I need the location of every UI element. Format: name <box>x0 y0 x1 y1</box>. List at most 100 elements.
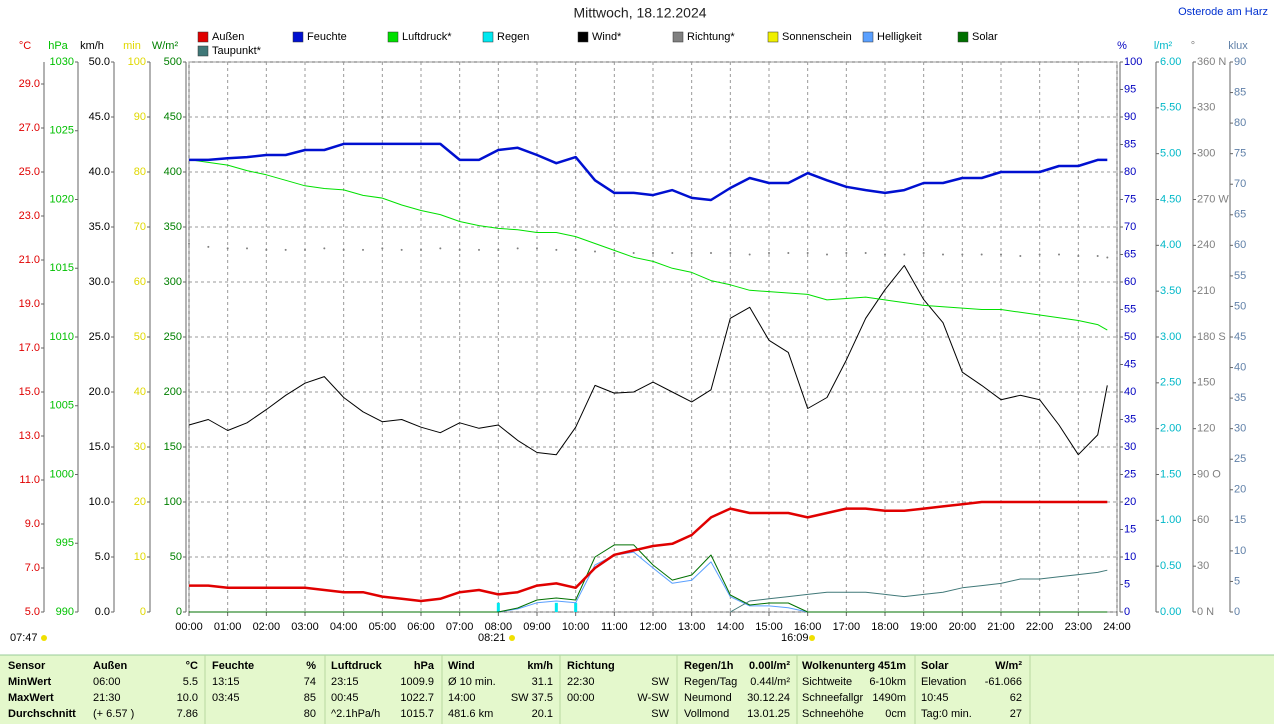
stats-cell: 74 <box>304 676 316 688</box>
axis-tick-label: 50 <box>170 551 182 563</box>
stats-cell: °C <box>186 660 198 672</box>
axis-tick-label: 10 <box>1124 551 1136 563</box>
series-dot <box>1038 253 1041 256</box>
axis-tick-label: 10 <box>134 551 146 563</box>
axis-tick-label: 210 <box>1197 285 1215 297</box>
axis-tick-label: 25 <box>1234 453 1246 465</box>
series-dot <box>1058 253 1060 256</box>
series-line <box>189 500 1108 603</box>
x-tick-label: 22:00 <box>1026 621 1054 633</box>
series-dot <box>690 251 693 254</box>
series-dot <box>265 248 268 251</box>
axis-tick-label: 3.00 <box>1160 331 1181 343</box>
stats-cell: 30.12.24 <box>747 692 790 704</box>
stats-cell: 62 <box>1010 692 1022 704</box>
stats-cell: 06:00 <box>93 676 121 688</box>
stats-cell: 10.0 <box>177 692 198 704</box>
axis-tick-label: 20 <box>134 496 146 508</box>
x-tick-label: 08:00 <box>485 621 513 633</box>
stats-cell: 20.1 <box>532 708 553 720</box>
axis-tick-label: 35 <box>1234 392 1246 404</box>
axis-tick-label: 1030 <box>50 56 74 68</box>
series-dot <box>516 247 519 250</box>
axis-tick-label: 70 <box>1234 178 1246 190</box>
axis-tick-label: 5 <box>1124 578 1130 590</box>
stats-cell: (+ 6.57 ) <box>93 708 134 720</box>
axis-tick-label: 0.50 <box>1160 560 1181 572</box>
axis-tick-label: 75 <box>1124 193 1136 205</box>
axis-tick-label: 1025 <box>50 125 74 137</box>
axis-tick-label: 10 <box>1234 545 1246 557</box>
stats-cell: Richtung <box>567 660 615 672</box>
location: Osterode am Harz <box>1178 6 1268 18</box>
series-dot <box>304 248 306 251</box>
axis-tick-label: 1000 <box>50 468 74 480</box>
axis-tick-label: 80 <box>1124 166 1136 178</box>
legend-label: Taupunkt* <box>212 45 262 57</box>
axis-tick-label: 90 <box>1124 111 1136 123</box>
axis-tick-label: 25 <box>1124 468 1136 480</box>
sun-marker <box>41 635 47 641</box>
axis-tick-label: 85 <box>1234 86 1246 98</box>
axis-tick-label: 70 <box>1124 221 1136 233</box>
axis-tick-label: 15 <box>1124 523 1136 535</box>
legend-label: Helligkeit <box>877 31 922 43</box>
legend-swatch <box>577 31 589 43</box>
series-dot <box>613 251 616 254</box>
axis-tick-label: 17.0 <box>19 342 40 354</box>
stats-cell: 5.5 <box>183 676 198 688</box>
axis-tick-label: 250 <box>164 331 182 343</box>
axis-tick-label: 1.00 <box>1160 514 1181 526</box>
axis-tick-label: 21.0 <box>19 254 40 266</box>
series-dot <box>226 247 229 250</box>
axis-tick-label: 15.0 <box>89 441 110 453</box>
series-dot <box>942 253 944 256</box>
axis-tick-label: 90 O <box>1197 468 1221 480</box>
series-dot <box>729 251 732 254</box>
axis-tick-label: 2.00 <box>1160 423 1181 435</box>
stats-cell: 13.01.25 <box>747 708 790 720</box>
axis-tick-label: 15.0 <box>19 386 40 398</box>
x-tick-label: 10:00 <box>562 621 590 633</box>
stats-cell: Regen/1h <box>684 660 734 672</box>
stats-cell: 00:00 <box>567 692 595 704</box>
axis-tick-label: 30 <box>1124 441 1136 453</box>
stats-cell: Luftdruck <box>331 660 383 672</box>
series-dot <box>246 247 248 250</box>
axis-tick-label: 40 <box>1234 361 1246 373</box>
axis-tick-label: 35.0 <box>89 221 110 233</box>
stats-cell: SW 37.5 <box>511 692 553 704</box>
stats-cell: 80 <box>304 708 316 720</box>
series-dot <box>1096 255 1099 258</box>
axis-tick-label: 50 <box>1124 331 1136 343</box>
stats-cell: 0.44l/m² <box>750 676 790 688</box>
series-bar <box>554 602 558 612</box>
stats-cell: 1490m <box>872 692 906 704</box>
legend-label: Wind* <box>592 31 622 43</box>
axis-tick-label: 6.00 <box>1160 56 1181 68</box>
axis-tick-label: 5.0 <box>95 551 110 563</box>
stats-cell: 10:45 <box>921 692 949 704</box>
x-tick-label: 05:00 <box>369 621 397 633</box>
x-tick-label: 18:00 <box>871 621 899 633</box>
stats-cell: MaxWert <box>8 692 54 704</box>
axis-tick-label: 25.0 <box>19 166 40 178</box>
axis-tick-label: 20 <box>1124 496 1136 508</box>
series-dot <box>439 247 442 250</box>
stats-cell: 0cm <box>885 708 906 720</box>
legend-label: Außen <box>212 31 244 43</box>
axis-tick-label: 20 <box>1234 484 1246 496</box>
axis-tick-label: 9.0 <box>25 518 40 530</box>
x-tick-label: 16:00 <box>794 621 822 633</box>
stats-cell: W-SW <box>637 692 669 704</box>
series-dot <box>362 248 364 251</box>
legend-label: Luftdruck* <box>402 31 452 43</box>
axis-tick-label: 0 <box>1234 606 1240 618</box>
series-dot <box>632 251 635 254</box>
legend-label: Richtung* <box>687 31 735 43</box>
axis-tick-label: 995 <box>56 537 74 549</box>
stats-cell: Schneehöhe <box>802 708 864 720</box>
axis-tick-label: 450 <box>164 111 182 123</box>
